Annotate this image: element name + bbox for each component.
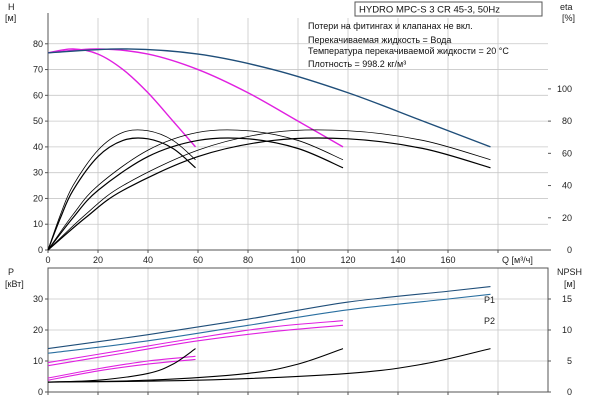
note-line-1: Потери на фитингах и клапанах не вкл. bbox=[308, 21, 473, 31]
series-power-0 bbox=[47, 286, 491, 350]
y2-tick-label: 100 bbox=[557, 84, 572, 94]
note-line-3: Температура перекачиваемой жидкости = 20… bbox=[308, 46, 509, 56]
series-head-2 bbox=[47, 48, 491, 148]
x-tick-label: 0 bbox=[45, 255, 50, 265]
y-tick-label: 80 bbox=[33, 39, 43, 49]
series-eta-4 bbox=[47, 137, 196, 251]
y-tick-label: 40 bbox=[33, 142, 43, 152]
y2-tick-label: 60 bbox=[562, 148, 572, 158]
y-tick-label: 10 bbox=[33, 356, 43, 366]
series-eta-5 bbox=[47, 129, 344, 251]
series-head-1 bbox=[47, 48, 344, 148]
y-tick-label: 60 bbox=[33, 90, 43, 100]
note-line-2: Перекачиваемая жидкость = Вода bbox=[308, 35, 451, 45]
y-tick-label: 0 bbox=[38, 245, 43, 255]
x-tick-label: 120 bbox=[340, 255, 355, 265]
y2-tick-label: 15 bbox=[562, 294, 572, 304]
series-eta-6 bbox=[47, 137, 344, 251]
y2-axis-unit-npsh: [м] bbox=[564, 279, 575, 289]
y2-tick-label: 0 bbox=[567, 387, 572, 397]
y2-tick-label: 5 bbox=[567, 356, 572, 366]
y-axis-label-power: P bbox=[8, 267, 14, 277]
y2-tick-label: 40 bbox=[562, 181, 572, 191]
y-axis-label-head: H bbox=[8, 2, 15, 12]
y2-tick-label: 80 bbox=[562, 116, 572, 126]
y2-tick-label: 10 bbox=[562, 325, 572, 335]
head-efficiency-panel: 0 10 20 30 40 50 60 70 80 0 20 40 60 80 100 0 20 40 60 80 10… bbox=[33, 13, 572, 265]
y-tick-label: 20 bbox=[33, 193, 43, 203]
power-npsh-panel: 0 10 20 30 0 5 10 15 bbox=[33, 267, 572, 397]
y2-tick-label: 20 bbox=[562, 213, 572, 223]
x-axis-label: Q [м³/ч] bbox=[502, 255, 533, 265]
title-box bbox=[354, 1, 543, 17]
y-tick-label: 70 bbox=[33, 65, 43, 75]
x-tick-label: 140 bbox=[390, 255, 405, 265]
note-line-4: Плотность = 998.2 кг/м³ bbox=[308, 59, 406, 69]
series-label-p1: P1 bbox=[484, 295, 495, 305]
x-tick-label: 100 bbox=[290, 255, 305, 265]
chart-title: HYDRO MPC-S 3 CR 45-3, 50Hz bbox=[359, 5, 500, 16]
y-tick-label: 20 bbox=[33, 325, 43, 335]
y-tick-label: 30 bbox=[33, 168, 43, 178]
x-tick-label: 80 bbox=[243, 255, 253, 265]
y-tick-label: 30 bbox=[33, 294, 43, 304]
y2-axis-unit-eta: [%] bbox=[562, 13, 575, 23]
y2-axis-label-eta: eta bbox=[560, 2, 573, 12]
x-tick-label: 160 bbox=[440, 255, 455, 265]
series-power-3 bbox=[47, 324, 344, 367]
y-tick-label: 50 bbox=[33, 116, 43, 126]
y-tick-label: 0 bbox=[38, 387, 43, 397]
y-tick-label: 10 bbox=[33, 219, 43, 229]
series-npsh-7 bbox=[47, 348, 344, 383]
series-power-4 bbox=[47, 355, 196, 379]
x-tick-label: 20 bbox=[93, 255, 103, 265]
series-label-p2: P2 bbox=[484, 316, 495, 326]
y2-tick-label: 0 bbox=[567, 245, 572, 255]
series-eta-3 bbox=[47, 129, 196, 251]
y-axis-unit-power: [кВт] bbox=[5, 279, 24, 289]
x-tick-label: 60 bbox=[193, 255, 203, 265]
series-eta-7 bbox=[47, 129, 491, 251]
series-power-5 bbox=[47, 358, 196, 381]
series-npsh-8 bbox=[47, 348, 491, 383]
series-head-0 bbox=[47, 48, 197, 148]
series-eta-8 bbox=[47, 137, 491, 251]
y-axis-unit-head: [м] bbox=[5, 13, 16, 23]
y2-axis-label-npsh: NPSH bbox=[557, 267, 582, 277]
series-power-1 bbox=[47, 293, 491, 354]
x-tick-label: 40 bbox=[143, 255, 153, 265]
series-power-2 bbox=[47, 320, 344, 364]
